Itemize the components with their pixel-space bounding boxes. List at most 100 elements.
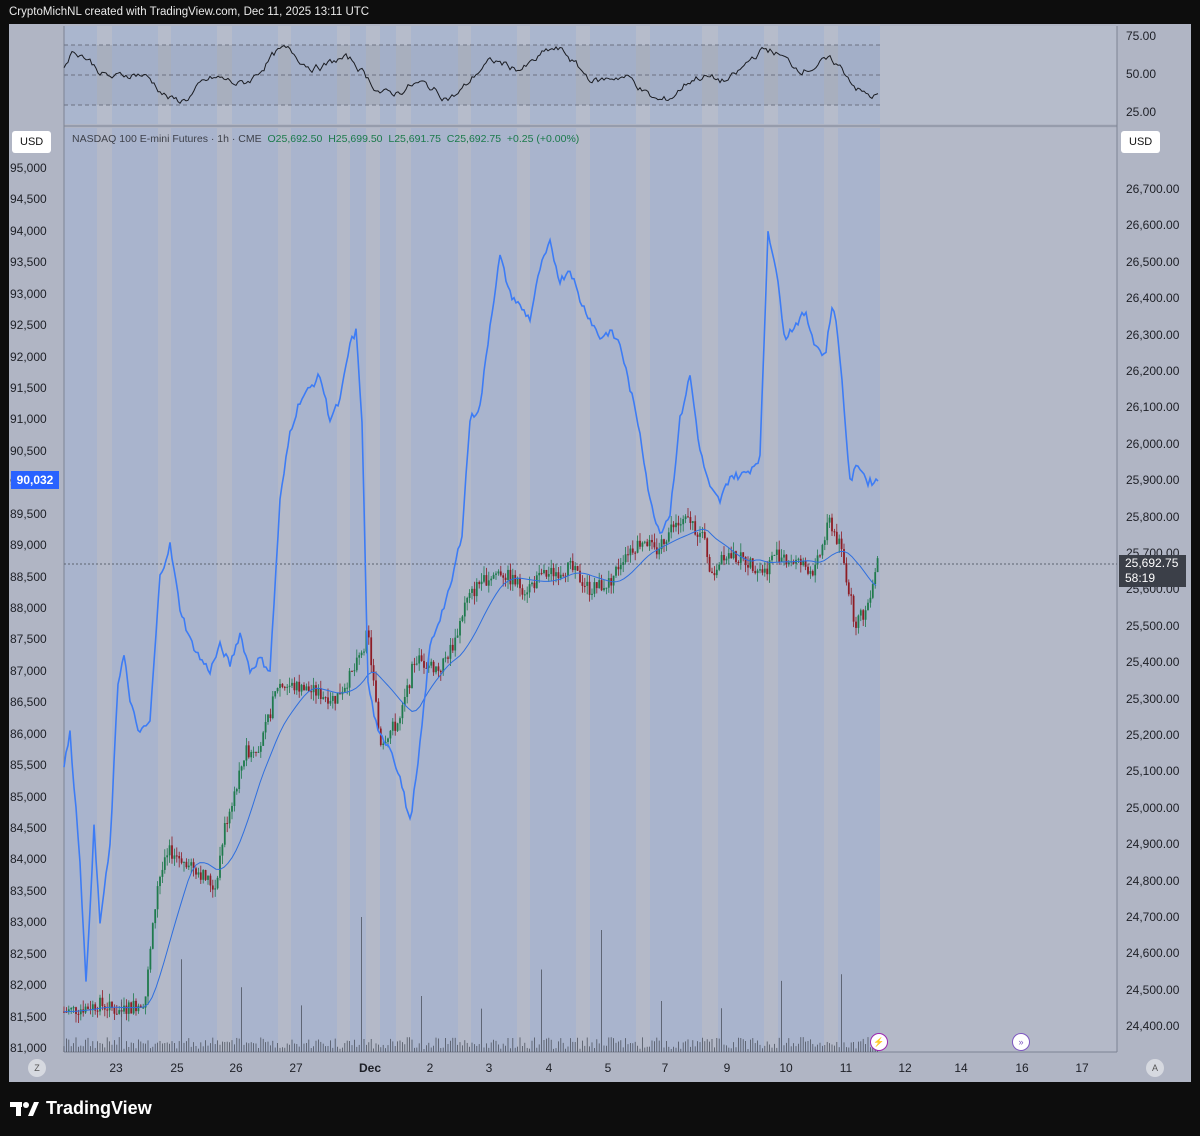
candle-body xyxy=(843,549,845,564)
candle-body xyxy=(559,574,562,579)
lightning-event-icon[interactable]: ⚡ xyxy=(870,1033,888,1051)
candle-body xyxy=(202,870,205,880)
zoom-button[interactable]: Z xyxy=(28,1059,46,1077)
session-band-13 xyxy=(778,128,824,1052)
candle-body xyxy=(451,644,454,651)
candle-body xyxy=(185,861,188,868)
candle-body xyxy=(209,875,212,886)
candle-body xyxy=(487,580,490,586)
auto-scale-button[interactable]: A xyxy=(1146,1059,1164,1077)
candle-body xyxy=(319,688,322,699)
left-scale-tick: 88,000 xyxy=(10,601,47,616)
right-currency-button[interactable]: USD xyxy=(1121,131,1161,153)
candle-body xyxy=(163,857,166,870)
right-scale-tick: 26,000.00 xyxy=(1126,436,1180,451)
candle-body xyxy=(300,684,303,692)
left-scale-tick: 92,000 xyxy=(10,349,47,364)
candle-body xyxy=(259,745,262,752)
right-scale-tick: 25,800.00 xyxy=(1126,509,1180,524)
brand-logo[interactable]: TradingView xyxy=(10,1098,152,1119)
candle-body xyxy=(785,554,788,565)
candle-body xyxy=(871,584,874,598)
candle-body xyxy=(689,517,692,523)
symbol-name: NASDAQ 100 E-mini Futures · 1h · CME xyxy=(72,133,262,145)
right-scale-tick: 26,700.00 xyxy=(1126,182,1180,196)
session-band-9 xyxy=(530,128,576,1052)
ohlc-change: +0.25 (+0.00%) xyxy=(506,133,580,145)
moving-average-line xyxy=(64,528,877,1013)
candle-body xyxy=(99,997,101,1012)
candle-body xyxy=(427,665,430,668)
right-scale-tick: 25,400.00 xyxy=(1126,655,1180,670)
left-scale-tick: 84,000 xyxy=(10,852,47,867)
candle-body xyxy=(245,745,248,761)
time-axis-label: 17 xyxy=(1075,1061,1089,1075)
candle-body xyxy=(737,562,740,564)
candle-body xyxy=(583,585,586,587)
candle-body xyxy=(802,561,805,566)
candle-body xyxy=(142,1007,145,1009)
candle-body xyxy=(279,683,281,689)
right-scale-tick: 26,100.00 xyxy=(1126,400,1180,415)
candle-body xyxy=(521,588,524,595)
symbol-legend[interactable]: NASDAQ 100 E-mini Futures · 1h · CME O25… xyxy=(72,133,579,145)
candle-body xyxy=(694,521,697,535)
candle-body xyxy=(771,555,773,561)
candle-body xyxy=(586,581,589,586)
session-band-8 xyxy=(471,128,517,1052)
candle-body xyxy=(72,1007,75,1009)
author-credit: CryptoMichNL created with TradingView.co… xyxy=(9,6,370,18)
candle-body xyxy=(94,1004,97,1011)
candle-body xyxy=(171,845,173,859)
candle-body xyxy=(622,562,625,565)
rsi-scale-tick: 75.00 xyxy=(1126,29,1157,43)
candle-body xyxy=(336,692,339,704)
candle-body xyxy=(747,565,749,568)
candle-body xyxy=(91,1004,94,1011)
candle-body xyxy=(603,588,605,591)
candle-body xyxy=(864,610,867,620)
candle-body xyxy=(598,580,601,589)
candle-body xyxy=(293,682,296,691)
right-scale-tick: 26,500.00 xyxy=(1126,254,1180,269)
candle-body xyxy=(423,660,425,668)
candle-body xyxy=(823,540,826,545)
candle-body xyxy=(418,655,421,664)
candle-body xyxy=(327,697,329,704)
left-currency-button[interactable]: USD xyxy=(12,131,52,153)
candle-body xyxy=(855,621,857,628)
candle-body xyxy=(643,541,646,543)
candle-body xyxy=(687,516,689,518)
candle-body xyxy=(96,1010,99,1012)
candle-body xyxy=(161,869,164,877)
right-scale-tick: 26,300.00 xyxy=(1126,327,1180,342)
session-band-2 xyxy=(171,128,217,1052)
candle-body xyxy=(154,909,157,924)
candle-body xyxy=(315,685,317,696)
candle-body xyxy=(593,582,596,594)
candle-body xyxy=(670,524,673,533)
right-scale-tick: 25,000.00 xyxy=(1126,800,1180,815)
candle-body xyxy=(480,581,483,585)
candle-body xyxy=(732,551,735,559)
time-axis-label: 23 xyxy=(109,1061,123,1075)
candle-body xyxy=(835,531,838,544)
candle-body xyxy=(420,655,423,661)
candle-body xyxy=(679,524,682,526)
candle-body xyxy=(514,574,517,585)
candle-body xyxy=(684,516,687,520)
candle-body xyxy=(411,663,413,689)
candle-body xyxy=(75,1007,77,1014)
candle-body xyxy=(595,582,598,589)
session-band-0 xyxy=(64,128,97,1052)
candle-body xyxy=(653,542,656,548)
candle-body xyxy=(646,541,649,547)
candle-body xyxy=(207,875,209,880)
future-event-icon[interactable]: » xyxy=(1012,1033,1030,1051)
candle-body xyxy=(571,561,574,571)
candle-body xyxy=(749,558,752,568)
candle-body xyxy=(631,548,634,553)
right-scale-tick: 24,400.00 xyxy=(1126,1019,1180,1034)
candle-body xyxy=(166,855,169,858)
